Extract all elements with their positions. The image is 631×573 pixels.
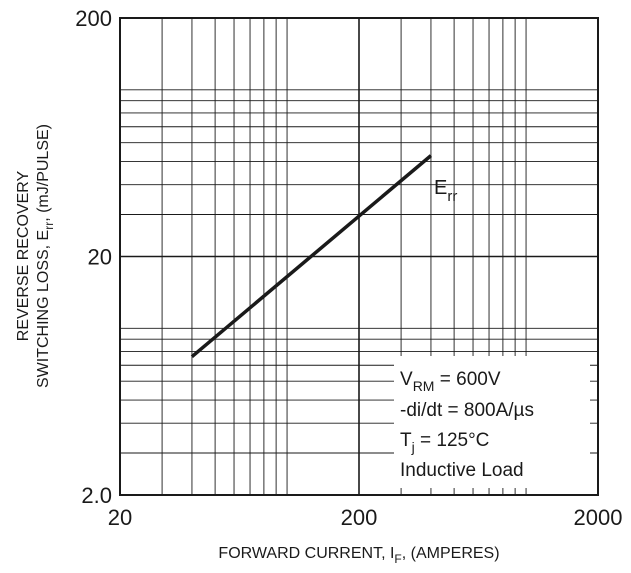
x-axis-label-suffix: , (AMPERES) bbox=[402, 545, 500, 562]
x-tick-label: 200 bbox=[341, 505, 378, 530]
x-tick-label: 2000 bbox=[574, 505, 623, 530]
annotation-load: Inductive Load bbox=[400, 460, 524, 481]
series-label-sub: rr bbox=[447, 188, 457, 205]
y-tick-label: 200 bbox=[75, 6, 112, 31]
series-label-main: E bbox=[434, 177, 447, 199]
y-tick-label: 20 bbox=[88, 245, 112, 270]
series bbox=[190, 154, 433, 359]
annotation-vrm-sub: RM bbox=[413, 378, 435, 394]
series-line-0 bbox=[190, 154, 433, 359]
x-axis-label: FORWARD CURRENT, IF, (AMPERES) bbox=[218, 545, 499, 566]
y-axis-label-line2-main: SWITCHING LOSS, E bbox=[35, 230, 52, 388]
y-axis-label-line2-sub: rr bbox=[42, 222, 56, 230]
annotation-tj-value: = 125°C bbox=[415, 430, 490, 451]
series-label-err: Err bbox=[434, 177, 457, 205]
y-axis-label-line2-suffix: , (mJ/PULSE) bbox=[35, 124, 52, 222]
annotation-tj-main: T bbox=[400, 430, 412, 451]
y-axis-label-line2: SWITCHING LOSS, Err, (mJ/PULSE) bbox=[35, 124, 56, 388]
annotation-tj: Tj = 125°C bbox=[400, 430, 489, 455]
annotation-vrm-value: = 600V bbox=[434, 369, 500, 390]
annotation-tj-sub: j bbox=[411, 439, 415, 455]
plot-frame bbox=[119, 17, 599, 496]
x-axis-label-main: FORWARD CURRENT, I bbox=[218, 545, 394, 562]
annotation-vrm-main: V bbox=[400, 369, 413, 390]
x-axis-label-sub: F bbox=[394, 552, 401, 566]
annotation-vrm: VRM = 600V bbox=[400, 369, 501, 394]
annotation-didt: -di/dt = 800A/µs bbox=[400, 400, 534, 421]
x-tick-label: 20 bbox=[108, 505, 132, 530]
y-tick-label: 2.0 bbox=[81, 483, 112, 508]
annotation-box-bg bbox=[394, 356, 590, 488]
y-axis-label-line1: REVERSE RECOVERY bbox=[15, 170, 32, 341]
